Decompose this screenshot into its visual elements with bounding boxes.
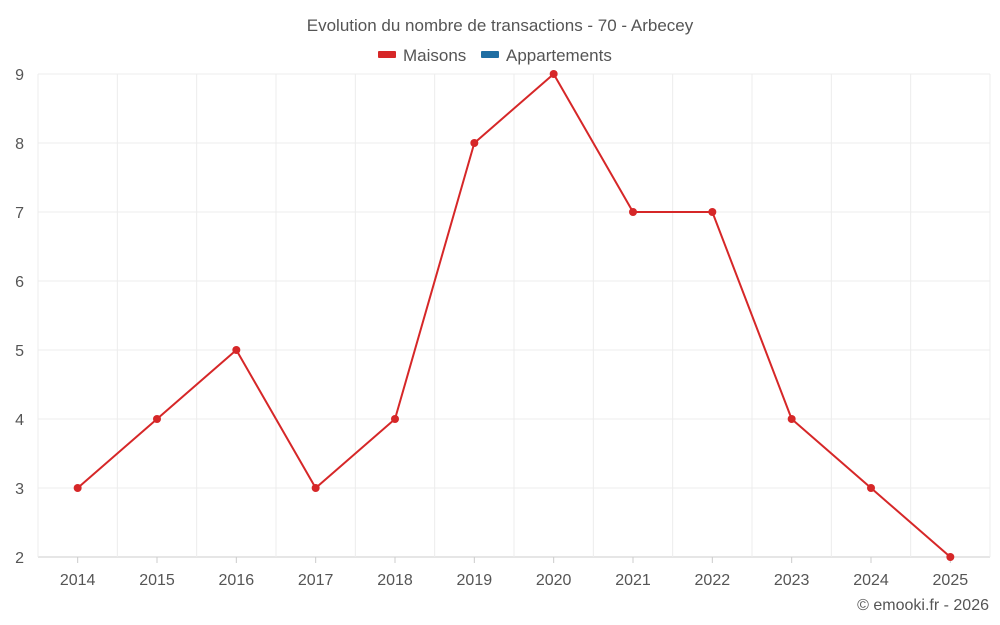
data-point[interactable] xyxy=(232,346,241,354)
y-tick-label: 7 xyxy=(15,205,24,222)
x-tick-label: 2016 xyxy=(219,572,255,589)
data-point[interactable] xyxy=(629,208,637,216)
data-point[interactable] xyxy=(787,415,796,423)
x-axis-ticks: 2014 2015 2016 2017 2018 2019 2020 2021 2022 2023… xyxy=(60,557,968,589)
legend-swatch-appartements xyxy=(481,51,499,58)
x-tick-label: 2025 xyxy=(933,572,969,589)
data-point[interactable] xyxy=(946,553,955,561)
x-tick-label: 2019 xyxy=(457,572,493,589)
x-tick-label: 2020 xyxy=(536,572,572,589)
y-tick-label: 2 xyxy=(15,550,24,567)
legend-label-maisons[interactable]: Maisons xyxy=(403,46,466,65)
x-tick-label: 2017 xyxy=(298,572,334,589)
data-point[interactable] xyxy=(153,415,161,423)
y-tick-label: 3 xyxy=(15,481,24,498)
y-tick-label: 8 xyxy=(15,136,24,153)
x-tick-label: 2021 xyxy=(615,572,651,589)
y-tick-label: 5 xyxy=(15,343,24,360)
data-point[interactable] xyxy=(867,484,875,492)
data-point[interactable] xyxy=(391,415,399,423)
series-lines xyxy=(77,73,951,558)
data-point[interactable] xyxy=(470,139,479,147)
chart-title: Evolution du nombre de transactions - 70… xyxy=(307,16,694,35)
data-point[interactable] xyxy=(73,484,82,492)
credit-text: © emooki.fr - 2026 xyxy=(857,597,989,614)
y-axis-ticks: 2 3 4 5 6 7 8 9 xyxy=(15,67,24,567)
y-tick-label: 6 xyxy=(15,274,24,291)
data-point[interactable] xyxy=(708,208,717,216)
legend-label-appartements[interactable]: Appartements xyxy=(506,46,612,65)
x-tick-label: 2018 xyxy=(377,572,413,589)
legend: Maisons Appartements xyxy=(378,46,612,65)
x-tick-label: 2014 xyxy=(60,572,96,589)
series-line-maisons xyxy=(77,73,951,558)
data-point[interactable] xyxy=(311,484,320,492)
x-tick-label: 2023 xyxy=(774,572,810,589)
legend-swatch-maisons xyxy=(378,51,396,58)
x-tick-label: 2024 xyxy=(853,572,889,589)
x-tick-label: 2022 xyxy=(695,572,731,589)
x-tick-label: 2015 xyxy=(139,572,175,589)
y-tick-label: 4 xyxy=(15,412,24,429)
x-gridlines xyxy=(37,74,991,557)
data-point[interactable] xyxy=(549,70,558,78)
series-points xyxy=(73,70,955,561)
y-tick-label: 9 xyxy=(15,67,24,84)
